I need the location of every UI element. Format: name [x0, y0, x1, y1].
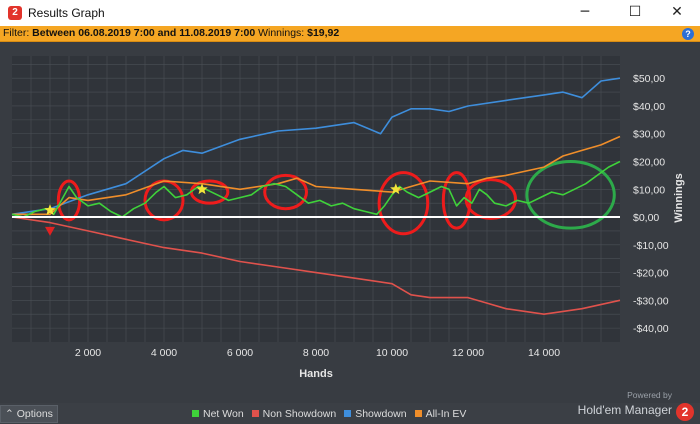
- filter-bar: Filter: Between 06.08.2019 7:00 and 11.0…: [0, 26, 700, 42]
- chart-legend: Net Won Non Showdown Showdown All-In EV: [192, 408, 474, 420]
- title-bar: 2 Results Graph ─ ☐ ✕: [0, 0, 700, 26]
- legend-swatch: [344, 410, 352, 417]
- legend-label: All-In EV: [425, 408, 467, 420]
- legend-item[interactable]: Net Won: [192, 408, 244, 420]
- close-button[interactable]: ✕: [671, 4, 683, 20]
- annotation-circle: [263, 173, 309, 211]
- maximize-button[interactable]: ☐: [628, 4, 642, 20]
- hm2-logo-icon: 2: [676, 403, 694, 421]
- y-tick-label: $0,00: [633, 212, 659, 224]
- filter-summary: Filter: Between 06.08.2019 7:00 and 11.0…: [3, 27, 339, 39]
- y-axis-label: Winnings: [673, 173, 685, 222]
- legend-label: Net Won: [203, 408, 244, 420]
- window-title: Results Graph: [28, 6, 105, 20]
- marker-layer: [44, 183, 402, 236]
- x-axis-label: Hands: [299, 368, 333, 380]
- series-line-net-won: [11, 160, 621, 218]
- star-marker: [44, 204, 56, 215]
- filter-label: Filter:: [3, 27, 30, 39]
- app-logo-icon: 2: [8, 6, 22, 20]
- legend-item[interactable]: Non Showdown: [251, 408, 337, 420]
- series-line-non-showdown: [11, 216, 621, 316]
- help-icon[interactable]: ?: [682, 28, 694, 40]
- y-tick-label: -$10,00: [633, 240, 669, 252]
- y-tick-label: $40,00: [633, 101, 665, 113]
- legend-item[interactable]: All-In EV: [414, 408, 467, 420]
- y-tick-label: -$40,00: [633, 323, 669, 335]
- x-tick-label: 2 000: [75, 347, 101, 359]
- series-layer: [11, 77, 621, 316]
- triangle-down-marker: [45, 226, 55, 236]
- x-tick-label: 12 000: [452, 347, 484, 359]
- bottom-bar: ⌃ Options Net Won Non Showdown Showdown All…: [0, 390, 700, 424]
- star-marker: [196, 183, 208, 195]
- winnings-value: $19,92: [307, 27, 340, 39]
- powered-by-text: Powered by: [627, 390, 672, 400]
- legend-swatch: [414, 410, 422, 417]
- x-tick-label: 4 000: [151, 347, 177, 359]
- options-label: Options: [16, 408, 53, 420]
- legend-swatch: [251, 410, 259, 417]
- y-tick-label: $50,00: [633, 73, 665, 85]
- minimize-button[interactable]: ─: [580, 4, 590, 20]
- y-tick-label: $10,00: [633, 184, 665, 196]
- options-button[interactable]: ⌃ Options: [0, 405, 58, 423]
- x-tick-label: 14 000: [528, 347, 560, 359]
- x-tick-label: 8 000: [303, 347, 329, 359]
- series-line-all-in-ev: [12, 135, 621, 216]
- annotation-circle: [441, 171, 472, 230]
- product-name: Hold'em Manager: [577, 403, 672, 417]
- filter-date-range: Between 06.08.2019 7:00 and 11.08.2019 7…: [32, 27, 256, 39]
- y-tick-labels: $50,00 $40,00 $30,00 $20,00 $10,00 $0,00 -$10,…: [633, 73, 669, 335]
- x-tick-label: 10 000: [376, 347, 408, 359]
- y-tick-label: -$20,00: [633, 268, 669, 280]
- legend-label: Non Showdown: [262, 408, 337, 420]
- y-tick-label: $30,00: [633, 129, 665, 141]
- winnings-label: Winnings:: [258, 27, 305, 39]
- grid: [12, 56, 620, 342]
- series-line-showdown: [11, 77, 621, 216]
- chevron-up-icon: ⌃: [5, 408, 14, 420]
- x-tick-labels: 2 000 4 000 6 000 8 000 10 000 12 000 14 000: [75, 347, 560, 359]
- annotation-circle: [377, 171, 430, 236]
- x-tick-label: 6 000: [227, 347, 253, 359]
- star-marker: [390, 183, 402, 195]
- results-chart: $50,00 $40,00 $30,00 $20,00 $10,00 $0,00 -$10,…: [11, 56, 685, 380]
- annotation-circle: [525, 160, 616, 230]
- y-tick-label: $20,00: [633, 157, 665, 169]
- y-tick-label: -$30,00: [633, 295, 669, 307]
- legend-label: Showdown: [355, 408, 407, 420]
- legend-item[interactable]: Showdown: [344, 408, 407, 420]
- legend-swatch: [192, 410, 199, 417]
